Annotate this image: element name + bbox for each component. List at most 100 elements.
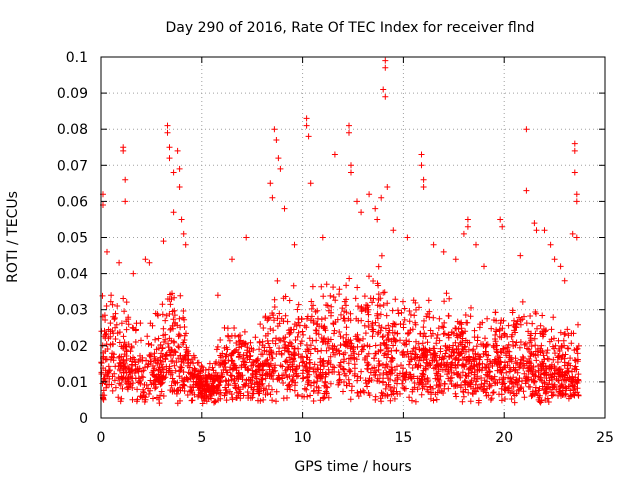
data-point	[112, 310, 119, 317]
data-point	[465, 373, 472, 380]
data-point	[489, 389, 496, 396]
data-point	[384, 371, 390, 378]
data-point	[562, 391, 569, 398]
data-point	[502, 364, 509, 371]
y-axis-title: ROTI / TECUs	[5, 191, 21, 283]
data-point	[460, 230, 467, 237]
data-point	[153, 384, 159, 390]
data-point	[295, 329, 302, 336]
data-point	[442, 366, 449, 373]
data-point	[138, 368, 145, 375]
data-point	[350, 354, 356, 361]
data-point	[463, 348, 469, 355]
data-point	[452, 365, 459, 371]
data-point	[317, 375, 324, 382]
data-point	[256, 381, 263, 388]
data-point	[528, 343, 535, 350]
data-point	[378, 194, 385, 201]
data-point	[512, 342, 519, 349]
data-point	[376, 378, 383, 385]
data-point	[148, 381, 155, 388]
data-point	[175, 343, 182, 350]
data-point	[259, 342, 266, 349]
data-point	[325, 394, 332, 401]
data-point	[542, 397, 549, 403]
data-point	[152, 336, 159, 343]
data-point	[564, 326, 571, 333]
data-point	[454, 371, 461, 378]
data-point	[223, 353, 230, 360]
data-point	[123, 326, 130, 333]
y-tick-label: 0.03	[57, 303, 88, 319]
data-point	[266, 314, 273, 321]
data-point	[235, 333, 242, 340]
data-point	[267, 325, 274, 332]
data-point	[434, 331, 441, 338]
data-point	[357, 388, 364, 395]
data-point	[418, 376, 425, 383]
data-point	[156, 400, 163, 407]
data-point	[323, 302, 330, 308]
grid	[101, 57, 605, 418]
data-point	[148, 342, 155, 348]
data-point	[366, 343, 373, 350]
data-point	[562, 330, 569, 337]
data-point	[221, 364, 228, 370]
data-point	[362, 330, 369, 337]
data-point	[543, 372, 550, 379]
data-point	[169, 375, 176, 382]
data-point	[202, 388, 209, 395]
data-point	[571, 147, 578, 154]
data-point	[122, 198, 129, 205]
data-point	[196, 387, 203, 393]
data-point	[455, 356, 462, 363]
data-point	[277, 362, 284, 369]
data-point	[310, 368, 317, 375]
data-point	[492, 336, 498, 342]
data-point	[482, 364, 489, 371]
data-point	[444, 344, 451, 351]
data-point	[289, 366, 296, 373]
data-point	[346, 366, 353, 373]
data-point	[100, 333, 107, 340]
data-point	[295, 301, 302, 308]
data-point	[498, 369, 505, 376]
data-point	[159, 344, 166, 351]
data-point	[299, 359, 306, 366]
data-point	[535, 369, 542, 376]
data-point	[239, 372, 246, 379]
data-point	[401, 305, 408, 312]
data-point	[297, 354, 304, 361]
data-point	[279, 363, 286, 370]
data-point	[389, 367, 396, 374]
data-point	[422, 352, 429, 359]
data-point	[226, 337, 233, 344]
data-point	[537, 399, 544, 406]
data-point	[378, 324, 385, 331]
data-point	[391, 395, 398, 402]
data-point	[325, 369, 332, 376]
data-point	[176, 315, 183, 322]
data-point	[409, 388, 416, 395]
data-point	[565, 345, 572, 352]
data-point	[303, 115, 310, 122]
data-point	[205, 366, 212, 373]
data-point	[370, 295, 377, 302]
data-point	[532, 309, 539, 315]
data-point	[457, 374, 464, 381]
data-point	[336, 286, 343, 293]
data-point	[237, 332, 243, 339]
data-point	[170, 325, 176, 332]
data-point	[384, 391, 391, 398]
data-point	[389, 307, 396, 314]
data-point	[194, 359, 201, 366]
data-point	[500, 374, 507, 381]
data-point	[122, 176, 129, 183]
data-point	[314, 321, 321, 327]
data-point	[270, 327, 277, 334]
data-point	[341, 370, 348, 377]
data-point	[163, 353, 170, 359]
data-point	[417, 362, 424, 369]
data-point	[498, 385, 505, 392]
